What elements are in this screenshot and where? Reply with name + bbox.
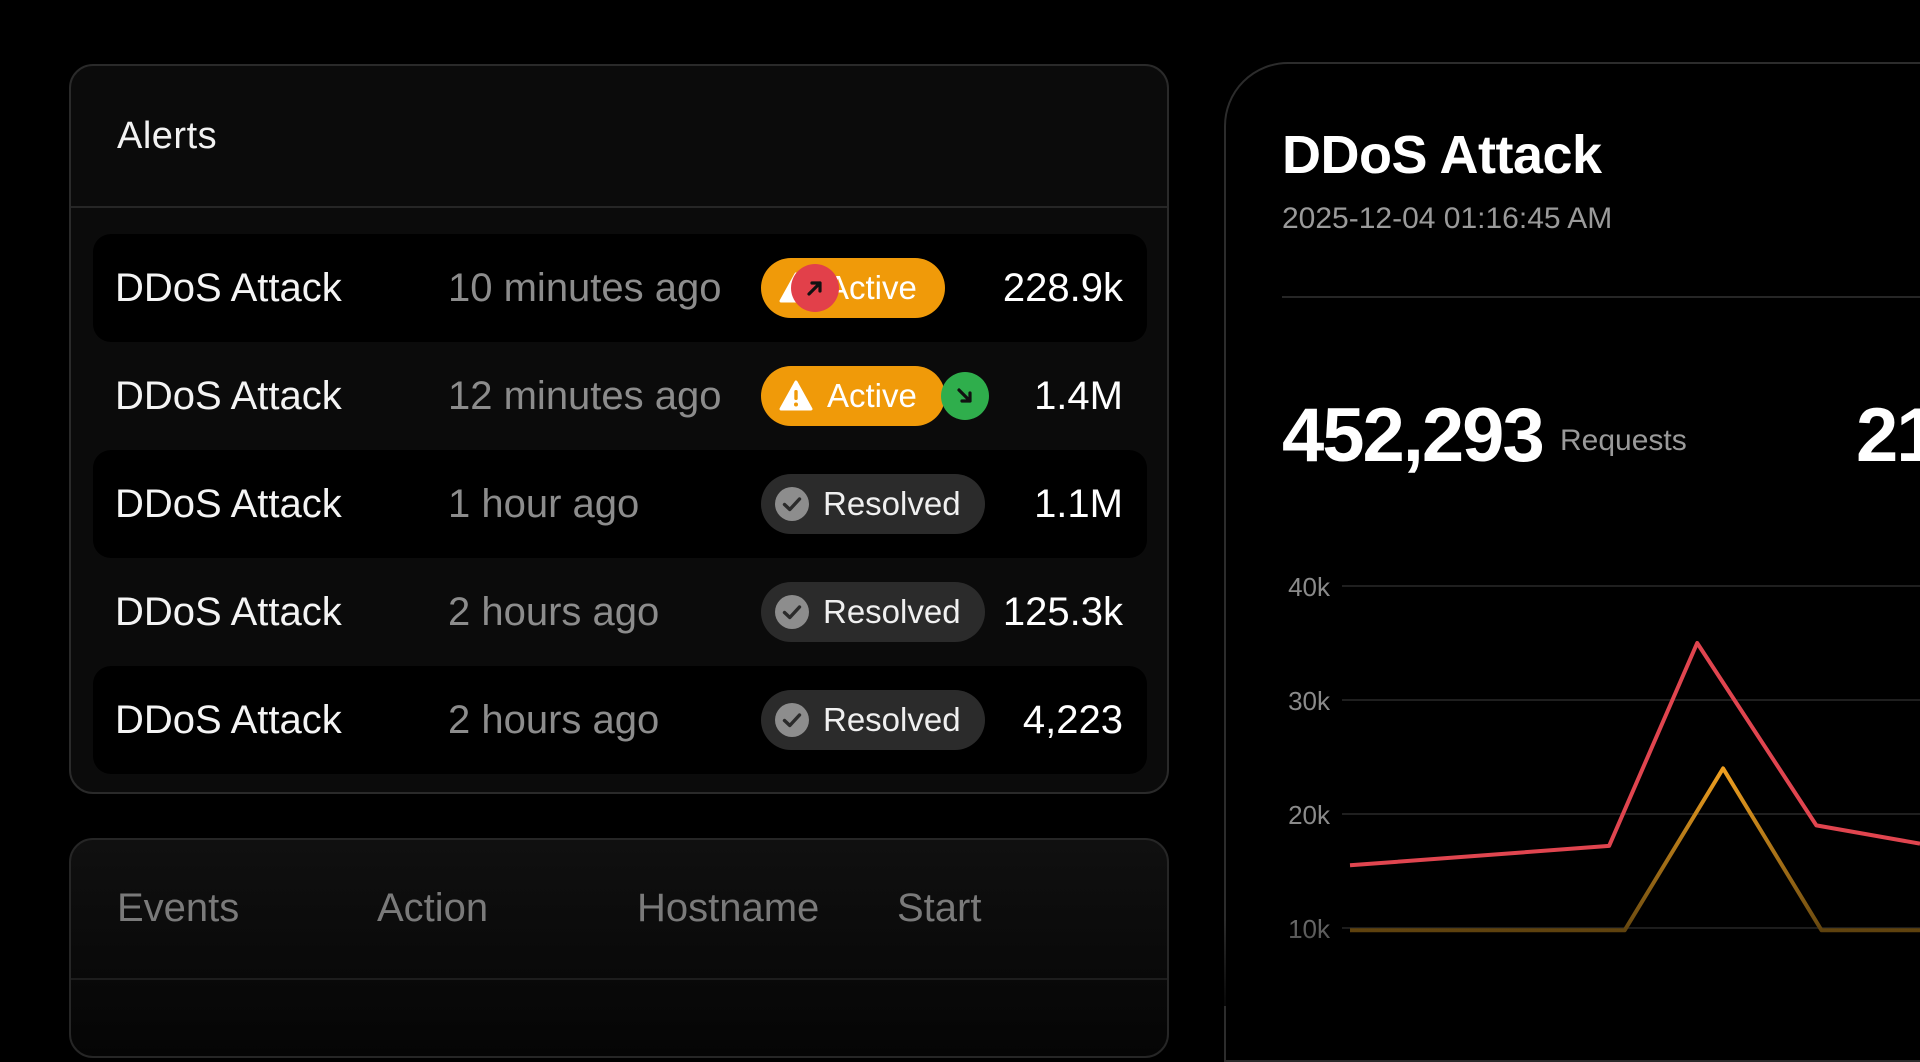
alert-time: 1 hour ago <box>448 481 640 526</box>
chart-bottom-fade <box>1224 920 1920 1006</box>
alert-name: DDoS Attack <box>115 373 342 418</box>
action-column-header[interactable]: Action <box>377 886 489 930</box>
check-circle-icon <box>773 701 811 739</box>
alert-row[interactable]: DDoS Attack 12 minutes ago Active 1.4M <box>93 342 1147 450</box>
check-circle-icon <box>773 485 811 523</box>
chart-y-tick-label: 30k <box>1288 686 1331 716</box>
events-column-header[interactable]: Events <box>117 886 240 930</box>
alerts-panel: Alerts DDoS Attack 10 minutes ago Active… <box>69 64 1169 794</box>
status-badge-active: Active <box>761 366 945 426</box>
requests-line-chart: 40k30k20k10k <box>1224 572 1920 1006</box>
alert-row[interactable]: DDoS Attack 10 minutes ago Active 228.9k <box>93 234 1147 342</box>
arrow-down-right-icon <box>941 372 989 420</box>
alert-time: 10 minutes ago <box>448 265 722 310</box>
alert-name: DDoS Attack <box>115 265 342 310</box>
status-badge-resolved: Resolved <box>761 582 985 642</box>
alert-value: 1.4M <box>1034 373 1123 418</box>
requests-metric-value: 452,293 <box>1282 393 1545 478</box>
status-label: Active <box>827 269 917 306</box>
events-divider <box>71 978 1167 980</box>
status-label: Resolved <box>823 485 961 522</box>
alert-name: DDoS Attack <box>115 697 342 742</box>
chart-series-line-orange <box>1350 766 1920 933</box>
warning-icon <box>777 377 815 415</box>
chart-grid <box>1342 585 1920 929</box>
alerts-header: Alerts <box>71 66 1167 208</box>
chart-y-tick-label: 40k <box>1288 572 1331 602</box>
alert-name: DDoS Attack <box>115 589 342 634</box>
alert-value: 228.9k <box>1002 265 1123 310</box>
alert-row[interactable]: DDoS Attack 2 hours ago Resolved 4,223 <box>93 666 1147 774</box>
requests-metric-label: Requests <box>1560 424 1687 457</box>
alerts-list: DDoS Attack 10 minutes ago Active 228.9k… <box>93 234 1147 774</box>
start-column-header[interactable]: Start <box>897 886 982 930</box>
secondary-metric-value: 21 <box>1856 393 1920 478</box>
arrow-up-right-icon <box>791 264 839 312</box>
status-badge-resolved: Resolved <box>761 690 985 750</box>
alert-time: 2 hours ago <box>448 589 660 634</box>
chart-y-ticks: 40k30k20k10k <box>1288 572 1331 944</box>
chart-series-line-red <box>1349 641 1920 868</box>
status-label: Active <box>827 377 917 414</box>
status-badge-resolved: Resolved <box>761 474 985 534</box>
alert-row[interactable]: DDoS Attack 2 hours ago Resolved 125.3k <box>93 558 1147 666</box>
events-panel: Events Action Hostname Start <box>69 838 1169 1058</box>
alert-row[interactable]: DDoS Attack 1 hour ago Resolved 1.1M <box>93 450 1147 558</box>
alert-time: 12 minutes ago <box>448 373 722 418</box>
alert-name: DDoS Attack <box>115 481 342 526</box>
alerts-title: Alerts <box>117 114 218 157</box>
alert-value: 4,223 <box>1022 697 1123 742</box>
alert-value: 1.1M <box>1034 481 1123 526</box>
detail-divider <box>1282 296 1920 298</box>
detail-title: DDoS Attack <box>1282 125 1602 185</box>
status-badge-active: Active <box>761 258 945 318</box>
alert-time: 2 hours ago <box>448 697 660 742</box>
chart-series <box>1349 641 1920 933</box>
chart-y-tick-label: 20k <box>1288 800 1331 830</box>
check-circle-icon <box>773 593 811 631</box>
detail-timestamp: 2025-12-04 01:16:45 AM <box>1282 202 1613 235</box>
hostname-column-header[interactable]: Hostname <box>637 886 820 930</box>
status-label: Resolved <box>823 701 961 738</box>
alert-value: 125.3k <box>1002 589 1123 634</box>
status-label: Resolved <box>823 593 961 630</box>
detail-panel: DDoS Attack 2025-12-04 01:16:45 AM 452,2… <box>1224 62 1920 1062</box>
